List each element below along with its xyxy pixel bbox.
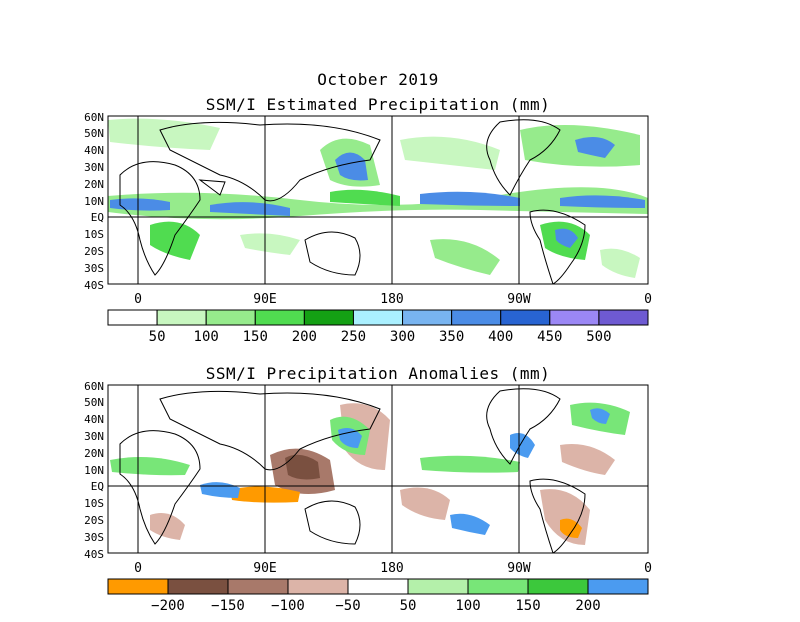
lat-label: 40N	[84, 413, 104, 426]
colorbar-swatch	[107, 309, 158, 326]
colorbar-label: 350	[439, 329, 464, 345]
lon-axis-anom: 0 90E 180 90W 0	[134, 561, 652, 576]
lat-label: 20N	[84, 447, 104, 460]
lat-label: 40S	[84, 279, 104, 292]
colorbar-label: 100	[194, 329, 219, 345]
colorbar-swatch	[500, 309, 551, 326]
lat-label: 60N	[84, 380, 104, 393]
lat-label: 30N	[84, 430, 104, 443]
colorbar-label: 150	[515, 598, 540, 614]
lat-label: EQ	[91, 480, 104, 493]
lat-label: 40S	[84, 548, 104, 561]
lat-label: 50N	[84, 396, 104, 409]
colorbar-label: 500	[586, 329, 611, 345]
colorbar-swatch	[549, 309, 600, 326]
colorbar-label: 250	[341, 329, 366, 345]
lon-label: 0	[134, 561, 142, 576]
lat-label: 20N	[84, 178, 104, 191]
lat-label: 10S	[84, 497, 104, 510]
lat-axis-precip: 60N 50N 40N 30N 20N 10N EQ 10S 20S 30S 4…	[84, 111, 104, 292]
anomaly-map	[107, 384, 649, 554]
panel-title-precip: SSM/I Estimated Precipitation (mm)	[206, 95, 551, 114]
lat-label: 20S	[84, 245, 104, 258]
colorbar-swatch	[451, 309, 502, 326]
colorbar-label: 400	[488, 329, 513, 345]
lon-label: 90E	[253, 292, 276, 307]
map-frame	[107, 115, 649, 285]
colorbar-swatch	[352, 309, 404, 326]
colorbar-swatch	[287, 578, 349, 595]
colorbar-swatch	[527, 578, 589, 595]
colorbar-label: 100	[455, 598, 480, 614]
grid	[108, 116, 648, 284]
colorbar-swatch	[467, 578, 529, 595]
colorbar-swatch	[254, 309, 305, 326]
lon-label: 0	[644, 292, 652, 307]
colorbar-label: 150	[243, 329, 268, 345]
colorbar-swatch	[587, 578, 649, 595]
colorbar-label: −100	[271, 598, 305, 614]
colorbar-label: 50	[400, 598, 417, 614]
lat-label: 10N	[84, 195, 104, 208]
colorbar-label: 450	[537, 329, 562, 345]
precipitation-panel: SSM/I Estimated Precipitation (mm)	[84, 95, 652, 345]
anomaly-panel: SSM/I Precipitation Anomalies (mm)	[84, 364, 652, 614]
colorbar-swatch	[402, 309, 453, 326]
lat-label: 30S	[84, 531, 104, 544]
colorbar-anom: −200 −150 −100 −50 50 100 150 200	[107, 578, 649, 614]
lon-axis-precip: 0 90E 180 90W 0	[134, 292, 652, 307]
lat-axis-anom: 60N 50N 40N 30N 20N 10N EQ 10S 20S 30S 4…	[84, 380, 104, 561]
colorbar-swatch	[303, 309, 354, 326]
colorbar-swatch	[407, 578, 469, 595]
colorbar-label: 300	[390, 329, 415, 345]
colorbar-precip: 50 100 150 200 250 300 350 400 450 500	[107, 309, 649, 345]
colorbar-label: −50	[335, 598, 360, 614]
colorbar-swatch	[156, 309, 207, 326]
month-title: October 2019	[317, 70, 439, 89]
colorbar-swatch	[347, 578, 409, 595]
lat-label: 10S	[84, 228, 104, 241]
colorbar-label: 50	[149, 329, 166, 345]
colorbar-label: 200	[292, 329, 317, 345]
lat-label: 30N	[84, 161, 104, 174]
panel-title-anom: SSM/I Precipitation Anomalies (mm)	[206, 364, 551, 383]
colorbar-swatch	[227, 578, 289, 595]
lat-label: 10N	[84, 464, 104, 477]
colorbar-label: −150	[211, 598, 245, 614]
lat-label: 60N	[84, 111, 104, 124]
lon-label: 0	[644, 561, 652, 576]
lat-label: 50N	[84, 127, 104, 140]
lat-label: EQ	[91, 211, 104, 224]
colorbar-swatch	[205, 309, 256, 326]
lat-label: 30S	[84, 262, 104, 275]
lat-label: 20S	[84, 514, 104, 527]
colorbar-swatch	[107, 578, 169, 595]
lon-label: 90W	[507, 561, 531, 576]
lon-label: 90E	[253, 561, 276, 576]
colorbar-label: 200	[575, 598, 600, 614]
lon-label: 180	[380, 292, 403, 307]
colorbar-swatch	[167, 578, 229, 595]
lat-label: 40N	[84, 144, 104, 157]
precip-map	[107, 115, 649, 285]
lon-label: 90W	[507, 292, 531, 307]
lon-label: 180	[380, 561, 403, 576]
lon-label: 0	[134, 292, 142, 307]
colorbar-swatch	[598, 309, 649, 326]
colorbar-label: −200	[151, 598, 185, 614]
coastlines	[119, 119, 586, 284]
